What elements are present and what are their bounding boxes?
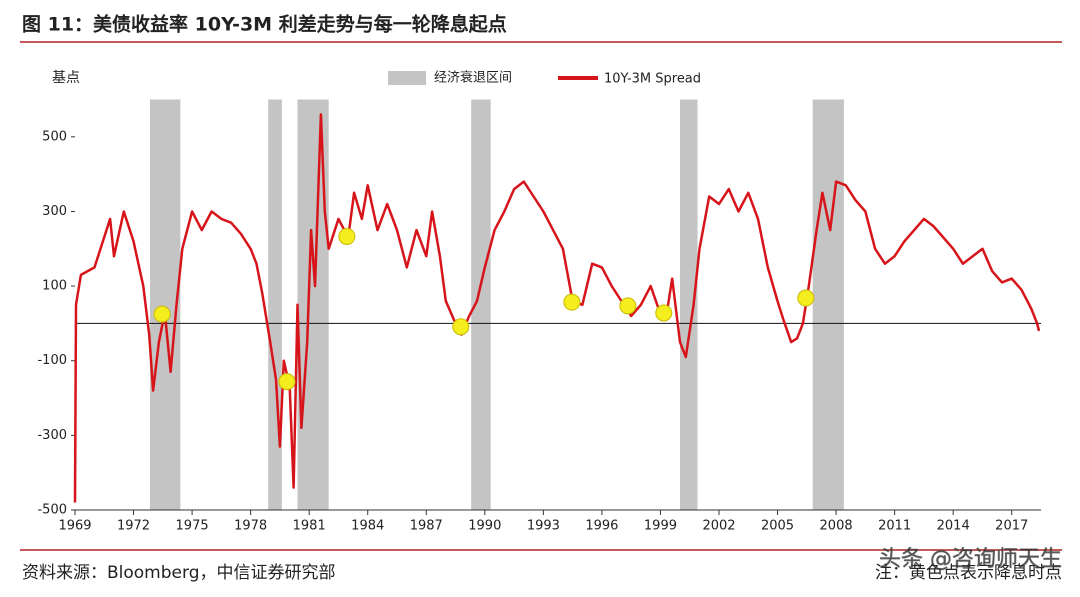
rate-cut-point [655, 304, 673, 322]
x-tick-label: 1972 [117, 519, 150, 534]
recession-band [679, 99, 698, 510]
x-tick-label: 1999 [644, 519, 677, 534]
rate-cut-point [563, 293, 581, 311]
spread-line [73, 113, 1041, 503]
x-tick-label: 1987 [410, 519, 443, 534]
rate-cut-point [338, 227, 356, 245]
x-tick-label: 1990 [468, 519, 501, 534]
rate-cut-point [452, 318, 470, 336]
x-tick-label: 2011 [878, 519, 911, 534]
legend-label: 10Y-3M Spread [604, 72, 701, 87]
y-tick-label: -500 [37, 503, 67, 518]
rate-cut-point [153, 305, 171, 323]
rate-cut-point [278, 373, 296, 391]
y-tick-label: 300 [42, 204, 67, 219]
legend-swatch [388, 71, 426, 85]
x-tick-label: 1981 [293, 519, 326, 534]
y-tick-label: 500 [42, 129, 67, 144]
x-tick-label: 2014 [937, 519, 970, 534]
x-tick-label: 2002 [702, 519, 735, 534]
chart-title: 图 11：美债收益率 10Y-3M 利差走势与每一轮降息起点 [22, 13, 507, 36]
source: 资料来源：Bloomberg，中信证券研究部 [22, 563, 335, 583]
rate-cut-point [619, 297, 637, 315]
note: 注：黄色点表示降息时点 [875, 563, 1062, 583]
y-tick-label: 100 [42, 279, 67, 294]
x-tick-label: 1975 [176, 519, 209, 534]
y-axis-label: 基点 [52, 69, 80, 86]
x-tick-label: 2008 [820, 519, 853, 534]
recession-band [812, 99, 844, 510]
watermark: 头条 @咨询师天生 [879, 547, 1062, 572]
legend-label: 经济衰退区间 [434, 70, 512, 86]
rate-cut-point [797, 289, 815, 307]
x-tick-label: 2017 [995, 519, 1028, 534]
x-tick-label: 2005 [761, 519, 794, 534]
x-tick-label: 1969 [58, 519, 91, 534]
x-tick-label: 1978 [234, 519, 267, 534]
x-tick-label: 1996 [585, 519, 618, 534]
x-tick-label: 1993 [527, 519, 560, 534]
recession-band [268, 99, 282, 510]
y-tick-label: -300 [37, 428, 67, 443]
y-tick-label: -100 [37, 353, 67, 368]
x-tick-label: 1984 [351, 519, 384, 534]
recession-band [471, 99, 491, 510]
